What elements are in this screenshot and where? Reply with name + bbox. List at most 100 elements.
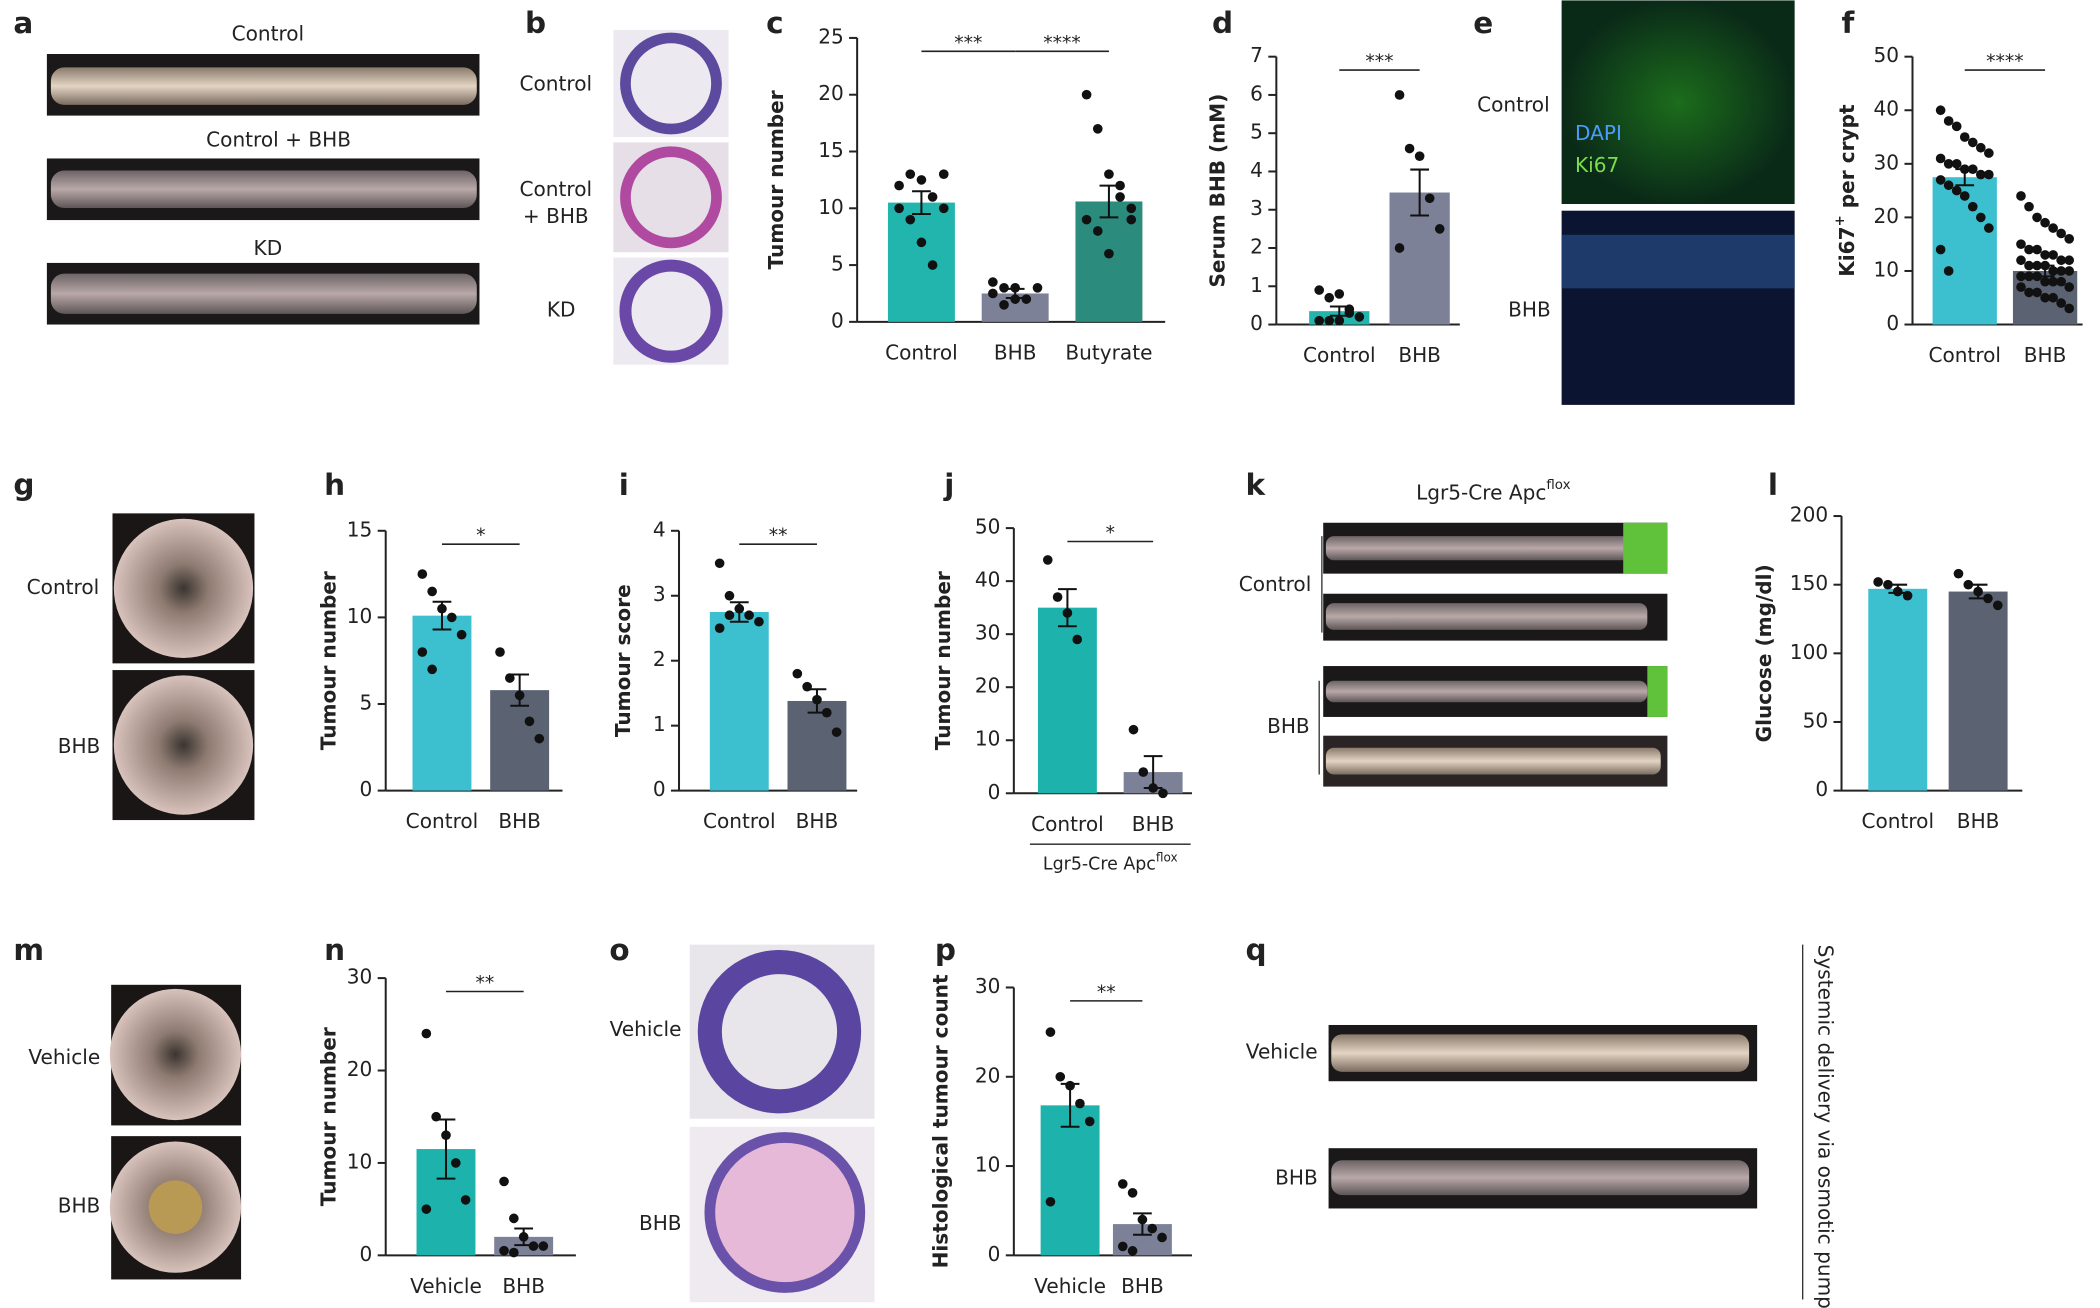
y-axis-label-text: Tumour score <box>611 584 635 737</box>
data-point <box>1045 1196 1056 1207</box>
group-label: Lgr5-Cre Apcflox <box>1043 850 1178 874</box>
y-tick-label: 20 <box>818 81 844 105</box>
photo-label: BHB <box>1508 298 1551 322</box>
data-point <box>524 716 535 727</box>
data-point <box>446 612 457 623</box>
x-tick-label: Control <box>885 341 958 365</box>
data-point <box>504 673 515 683</box>
data-point <box>1032 282 1043 293</box>
data-point <box>2032 287 2042 298</box>
data-point <box>2040 250 2050 260</box>
bar <box>1948 591 2008 791</box>
data-point <box>1902 590 1913 601</box>
photo-label: Control <box>520 71 593 95</box>
data-point <box>2040 217 2050 228</box>
y-tick-label: 6 <box>1250 81 1263 105</box>
group-label-text: Lgr5-Cre Apc <box>1043 854 1156 874</box>
bar-chart: d 0 1 2 3 4 5 6 7 Serum BHB (mM) Control BHB *** <box>1205 6 1460 367</box>
y-tick-label: 50 <box>1874 43 1900 67</box>
data-point <box>792 668 803 679</box>
y-axis-label-text: Tumour number <box>316 571 340 750</box>
data-point <box>2048 250 2058 260</box>
y-tick-label: 20 <box>1874 204 1900 228</box>
data-point <box>1062 608 1073 618</box>
panel-letter: b <box>525 6 546 40</box>
y-tick-label: 0 <box>1886 311 1899 335</box>
bar-chart: h 0 5 10 15 Tumour number Control BHB * <box>316 468 563 833</box>
data-point <box>2048 266 2058 276</box>
data-point <box>1951 185 1962 196</box>
y-axis-label-text: Tumour number <box>316 1027 340 1206</box>
bar-chart: p 0 10 20 30 Histological tumour count Vehicle… <box>928 933 1192 1298</box>
data-point <box>2016 282 2026 292</box>
data-point <box>1084 1116 1095 1127</box>
data-point <box>1951 121 1962 132</box>
data-point <box>1115 192 1125 202</box>
data-point <box>1127 1188 1138 1198</box>
data-point <box>421 1028 432 1039</box>
photo <box>697 949 862 1114</box>
data-point <box>1126 203 1137 214</box>
data-point <box>1072 634 1083 645</box>
photo <box>50 170 477 209</box>
data-point <box>1973 586 1983 597</box>
y-tick-label: 0 <box>653 777 666 801</box>
y-axis-label-text: Ki67 <box>1835 226 1859 276</box>
data-point <box>1334 289 1345 299</box>
data-point <box>1128 724 1139 735</box>
y-tick-label: 4 <box>1250 158 1263 182</box>
x-tick-label: Control <box>1928 343 2001 367</box>
data-point <box>1055 1071 1066 1082</box>
data-point <box>894 180 904 191</box>
data-point <box>1045 1027 1056 1037</box>
data-point <box>538 1241 549 1251</box>
data-point <box>999 282 1009 293</box>
y-axis-label: Serum BHB (mM) <box>1205 94 1229 288</box>
y-tick-label: 5 <box>1250 120 1263 144</box>
y-axis-label: Tumour number <box>763 90 787 269</box>
data-point <box>1394 243 1405 253</box>
y-tick-label: 0 <box>360 1242 373 1266</box>
data-point <box>499 1176 509 1187</box>
y-tick-label: 0 <box>988 1242 1001 1266</box>
data-point <box>1334 315 1345 326</box>
bar-chart: c 0 5 10 15 20 25 Tumour number Control BHB Butyra… <box>763 6 1166 365</box>
data-point <box>927 192 938 202</box>
data-point <box>2016 191 2026 201</box>
data-point <box>734 603 745 614</box>
photo-label: Control <box>232 22 305 46</box>
data-point <box>2016 271 2026 282</box>
y-tick-label: 50 <box>975 515 1001 539</box>
y-tick-label: 20 <box>975 674 1001 698</box>
photo <box>1325 603 1648 630</box>
data-point <box>1010 294 1021 304</box>
y-axis-label-text: Glucose (mg/dl) <box>1752 564 1776 742</box>
y-tick-label: 30 <box>975 621 1001 645</box>
x-tick-label: BHB <box>1398 343 1441 367</box>
panel-letter: k <box>1246 468 1267 502</box>
x-tick-label: BHB <box>498 809 541 833</box>
photo <box>1623 522 1668 574</box>
y-tick-label: 7 <box>1250 43 1263 67</box>
data-point <box>1042 555 1053 565</box>
data-point <box>1010 282 1021 293</box>
data-point <box>2024 201 2034 212</box>
data-point <box>1967 201 1978 212</box>
panel-letter: h <box>324 468 345 502</box>
significance-label: ** <box>1097 982 1116 1003</box>
data-point <box>1127 1246 1138 1256</box>
photo <box>148 1180 203 1234</box>
photo-label: Control + BHB <box>206 128 351 152</box>
panel-letter: p <box>935 933 956 967</box>
data-point <box>821 707 832 718</box>
data-point <box>1092 123 1103 134</box>
vertical-note: Systemic delivery via osmotic pumps <box>1814 945 1838 1308</box>
data-point <box>1943 116 1954 126</box>
data-point <box>437 603 447 614</box>
y-tick-label: 20 <box>347 1057 373 1081</box>
data-point <box>2056 228 2066 239</box>
y-tick-label: 4 <box>653 517 666 541</box>
data-point <box>927 260 938 270</box>
data-point <box>495 647 505 657</box>
panel-g: g Control BHB <box>13 468 255 821</box>
